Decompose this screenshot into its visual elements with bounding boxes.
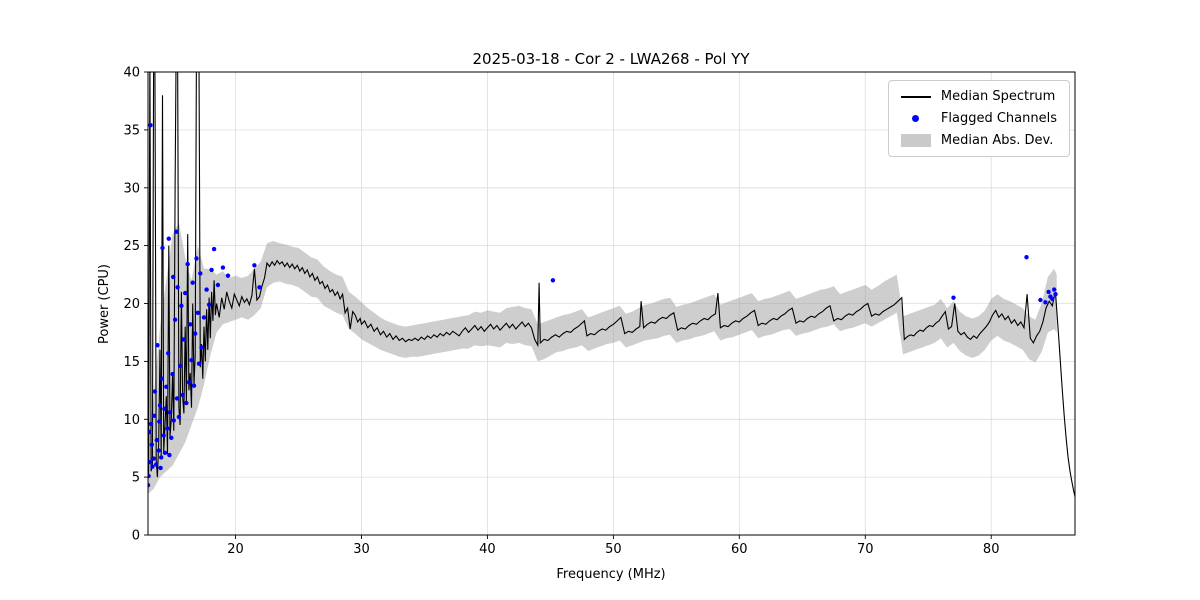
axis-layer: 20 30 40 50 60 70 80 0 5 10 15 20 25 30 35 40: [123, 66, 999, 558]
svg-text:35: 35: [123, 123, 140, 138]
legend-label-flagged-channels: Flagged Channels: [940, 111, 1057, 126]
svg-text:30: 30: [123, 181, 140, 196]
svg-text:5: 5: [132, 471, 140, 486]
legend-label-median-spectrum: Median Spectrum: [940, 89, 1056, 104]
series-layer: [148, 72, 1075, 497]
svg-text:50: 50: [605, 542, 622, 557]
legend-item-median-spectrum: Median Spectrum: [900, 89, 1057, 104]
svg-text:40: 40: [479, 542, 496, 557]
y-axis-label: Power (CPU): [97, 264, 112, 344]
legend: Median Spectrum Flagged Channels Median …: [887, 80, 1070, 157]
svg-text:40: 40: [123, 66, 140, 81]
svg-text:30: 30: [353, 542, 370, 557]
svg-text:15: 15: [123, 355, 140, 370]
svg-text:70: 70: [857, 542, 874, 557]
legend-label-mad-band: Median Abs. Dev.: [940, 133, 1054, 148]
svg-text:80: 80: [983, 542, 1000, 557]
svg-text:20: 20: [123, 297, 140, 312]
flagged-dot-swatch-icon: [901, 112, 931, 126]
median-line-swatch-icon: [900, 90, 931, 104]
svg-text:60: 60: [731, 542, 748, 557]
plot-border: [147, 71, 1076, 536]
svg-text:25: 25: [123, 239, 140, 254]
svg-text:10: 10: [123, 413, 140, 428]
chart-title: 2025-03-18 - Cor 2 - LWA268 - Pol YY: [473, 50, 751, 68]
x-axis-label: Frequency (MHz): [556, 567, 665, 582]
mad-band-swatch-icon: [900, 134, 931, 148]
svg-text:0: 0: [132, 529, 140, 544]
legend-item-flagged-channels: Flagged Channels: [901, 111, 1057, 126]
svg-text:20: 20: [227, 542, 244, 557]
legend-item-mad-band: Median Abs. Dev.: [900, 133, 1057, 148]
